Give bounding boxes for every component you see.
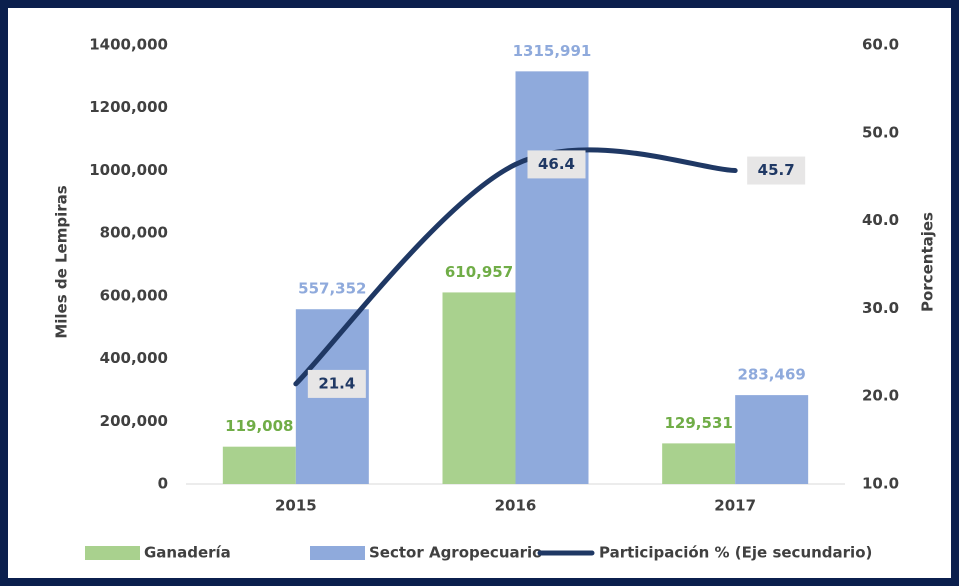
legend-label: Participación % (Eje secundario) — [599, 544, 872, 562]
line — [293, 147, 738, 387]
y2-tick-label: 10.0 — [862, 475, 899, 493]
line-value-label: 45.7 — [758, 161, 795, 179]
y-tick-label: 0 — [158, 475, 168, 493]
y-tick-label: 800,000 — [100, 224, 168, 242]
line-label-box — [307, 369, 366, 398]
y-tick-label: 600,000 — [100, 286, 168, 304]
bar — [515, 71, 589, 484]
y-axis-title: Miles de Lempiras — [53, 185, 71, 338]
y2-tick-label: 30.0 — [862, 299, 899, 317]
y-tick-label: 1000,000 — [89, 161, 168, 179]
legend-label: Ganadería — [144, 544, 231, 562]
bar — [222, 446, 296, 484]
bar-value-label: 119,008 — [225, 417, 293, 435]
y2-tick-label: 50.0 — [862, 123, 899, 141]
line-value-label: 21.4 — [318, 374, 355, 392]
y-tick-label: 400,000 — [100, 349, 168, 367]
y2-tick-label: 20.0 — [862, 387, 899, 405]
y-tick-label: 1200,000 — [89, 98, 168, 116]
x-tick-label: 2017 — [714, 497, 756, 515]
line-label-box — [527, 150, 586, 179]
line-value-label: 46.4 — [538, 155, 575, 173]
y2-tick-label: 60.0 — [862, 36, 899, 54]
legend-label: Sector Agropecuario — [369, 544, 542, 562]
bar-value-label: 1315,991 — [513, 42, 592, 60]
x-tick-label: 2015 — [275, 497, 317, 515]
bar-value-label: 129,531 — [665, 414, 733, 432]
line-label-box — [747, 156, 806, 185]
bar-value-label: 610,957 — [445, 263, 513, 281]
y2-tick-label: 40.0 — [862, 211, 899, 229]
y-tick-label: 200,000 — [100, 412, 168, 430]
bar — [662, 443, 736, 484]
y-tick-label: 1400,000 — [89, 36, 168, 54]
legend-swatch — [85, 546, 140, 560]
bar-value-label: 557,352 — [298, 280, 366, 298]
y2-axis-title: Porcentajes — [919, 212, 937, 312]
bar-value-label: 283,469 — [738, 366, 806, 384]
legend-swatch — [310, 546, 365, 560]
bar — [442, 292, 516, 484]
x-tick-label: 2016 — [495, 497, 537, 515]
bar — [735, 395, 809, 484]
